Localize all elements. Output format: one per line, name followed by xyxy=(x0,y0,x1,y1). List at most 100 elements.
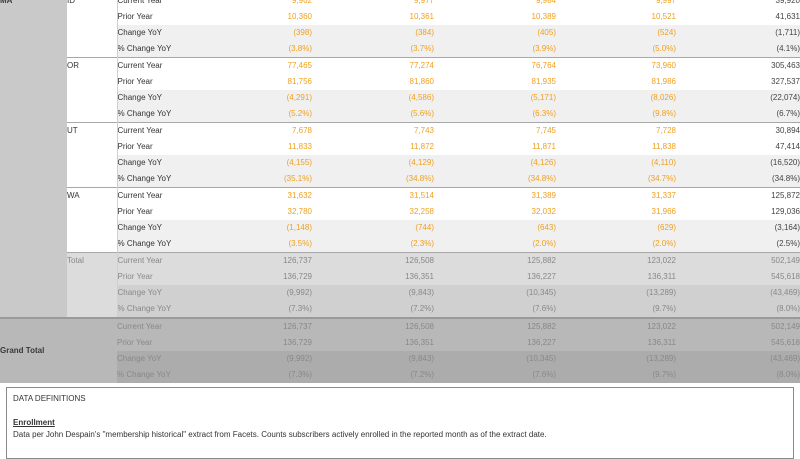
metric-label: Prior Year xyxy=(117,142,153,151)
month-value: (34.8%) xyxy=(312,171,434,188)
month-value: 31,389 xyxy=(434,187,556,204)
grand-total-row: % Change YoY (7.3%) (7.2%) (7.6%) (9.7%) (8.0… xyxy=(0,367,800,383)
grand-total-label: Grand Total xyxy=(0,317,117,383)
metric-label: % Change YoY xyxy=(117,171,200,188)
month-value: (9,843) xyxy=(312,285,434,301)
month-value: 136,729 xyxy=(200,335,312,351)
month-value: (7.3%) xyxy=(200,301,312,318)
grand-total-row: Change YoY (9,992) (9,843) (10,345) (13,289)… xyxy=(0,351,800,367)
metric-label: Current Year xyxy=(117,122,200,139)
metric-label: Prior Year xyxy=(117,207,153,216)
month-value: 81,756 xyxy=(287,77,312,86)
row-total-value: (34.8%) xyxy=(676,171,800,188)
metric-label: Current Year xyxy=(117,317,200,335)
metric-label: Change YoY xyxy=(117,285,200,301)
row-total-value: 327,537 xyxy=(771,77,800,86)
month-value: (3.7%) xyxy=(312,41,434,58)
state-label: WA xyxy=(67,187,118,253)
month-value: 10,389 xyxy=(531,12,556,21)
table-row: Total Current Year 126,737 126,508 125,882 12… xyxy=(0,252,800,318)
month-value: 136,227 xyxy=(434,335,556,351)
row-total-value: (2.5%) xyxy=(676,236,800,253)
month-value: 7,678 xyxy=(200,122,312,139)
month-value: (405) xyxy=(434,25,556,41)
month-value: (8,026) xyxy=(556,90,676,106)
data-definitions-box: DATA DEFINITIONS Enrollment Data per Joh… xyxy=(6,387,794,459)
metric-label: % Change YoY xyxy=(117,367,200,383)
month-value: (3.5%) xyxy=(200,236,312,253)
metric-label: Change YoY xyxy=(117,25,200,41)
month-value: (4,155) xyxy=(200,155,312,171)
metric-label: Current Year xyxy=(117,0,163,5)
metric-label: Current Year xyxy=(117,57,200,74)
metric-label: Change YoY xyxy=(117,220,200,236)
month-value: (34.8%) xyxy=(434,171,556,188)
row-total-value: 41,631 xyxy=(775,12,800,21)
month-value: 10,360 xyxy=(287,12,312,21)
table-row: % Change YoY (5.2%) (5.6%) (6.3%) (9.8%) (6.7… xyxy=(0,106,800,123)
month-value: (3.9%) xyxy=(434,41,556,58)
table-row: OR Current Year 77,465 77,274 76,764 73,960 30… xyxy=(0,57,800,123)
month-value: 9,962 xyxy=(291,0,312,5)
table-row: Prior Year 81,756 81,860 81,935 81,986 327,53… xyxy=(0,74,800,90)
month-value: (9,992) xyxy=(200,351,312,367)
month-value: (9.7%) xyxy=(556,301,676,318)
month-value: (9,992) xyxy=(200,285,312,301)
table-row: Change YoY (4,155) (4,129) (4,126) (4,110) (1… xyxy=(0,155,800,171)
month-value: (4,129) xyxy=(312,155,434,171)
month-value: 32,032 xyxy=(531,207,556,216)
month-value: 126,508 xyxy=(312,252,434,269)
month-value: 32,780 xyxy=(287,207,312,216)
month-value: 81,860 xyxy=(409,77,434,86)
month-value: 9,997 xyxy=(655,0,676,5)
state-label: ID xyxy=(67,0,118,58)
month-value: 31,632 xyxy=(200,187,312,204)
metric-label: Change YoY xyxy=(117,90,200,106)
month-value: 31,337 xyxy=(556,187,676,204)
state-label: Total xyxy=(67,252,118,318)
table-row: Prior Year 10,360 10,361 10,389 10,521 41,631 xyxy=(0,9,800,25)
row-total-value: 502,149 xyxy=(676,317,800,335)
month-value: 77,465 xyxy=(200,57,312,74)
month-value: (384) xyxy=(312,25,434,41)
metric-label: % Change YoY xyxy=(117,301,200,318)
state-label: OR xyxy=(67,57,118,123)
row-total-value: 47,414 xyxy=(775,142,800,151)
month-value: 7,745 xyxy=(434,122,556,139)
month-value: (1,148) xyxy=(200,220,312,236)
table-row: MA ID Current Year 9,962 9,977 9,984 9,997 39,9… xyxy=(0,0,800,318)
month-value: (7.3%) xyxy=(200,367,312,383)
month-value: 9,984 xyxy=(535,0,556,5)
table-row: % Change YoY (7.3%) (7.2%) (7.6%) (9.7%) (8.0… xyxy=(0,301,800,318)
month-value: (5.0%) xyxy=(556,41,676,58)
month-value: 9,977 xyxy=(413,0,434,5)
row-total-value: (22,074) xyxy=(676,90,800,106)
month-value: 11,872 xyxy=(410,142,434,151)
table-row: Prior Year 11,833 11,872 11,871 11,838 47,414 xyxy=(0,139,800,155)
month-value: (9,843) xyxy=(312,351,434,367)
month-value: 11,871 xyxy=(532,142,556,151)
metric-label: Change YoY xyxy=(117,351,200,367)
table-row: Change YoY (9,992) (9,843) (10,345) (13,289)… xyxy=(0,285,800,301)
table-row: Change YoY (1,148) (744) (643) (629) (3,164) xyxy=(0,220,800,236)
row-total-value: (1,711) xyxy=(676,25,800,41)
row-total-value: 39,920 xyxy=(775,0,800,5)
metric-label: % Change YoY xyxy=(117,106,200,123)
row-total-value: (8.0%) xyxy=(676,301,800,318)
definition-text: Data per John Despain's "membership hist… xyxy=(13,430,547,439)
row-total-value: (43,469) xyxy=(676,285,800,301)
grand-total-row: Grand Total Current Year 126,737 126,508 125… xyxy=(0,317,800,383)
month-value: (629) xyxy=(556,220,676,236)
month-value: (5.6%) xyxy=(312,106,434,123)
month-value: 77,274 xyxy=(312,57,434,74)
month-value: 10,521 xyxy=(651,12,676,21)
month-value: 126,737 xyxy=(200,252,312,269)
row-total-value: (43,469) xyxy=(676,351,800,367)
month-value: (13,289) xyxy=(556,285,676,301)
metric-label: Prior Year xyxy=(117,269,200,285)
month-value: (744) xyxy=(312,220,434,236)
month-value: (7.2%) xyxy=(312,367,434,383)
row-total-value: 125,872 xyxy=(676,187,800,204)
definitions-heading: DATA DEFINITIONS xyxy=(13,394,86,403)
metric-label: Change YoY xyxy=(117,155,200,171)
